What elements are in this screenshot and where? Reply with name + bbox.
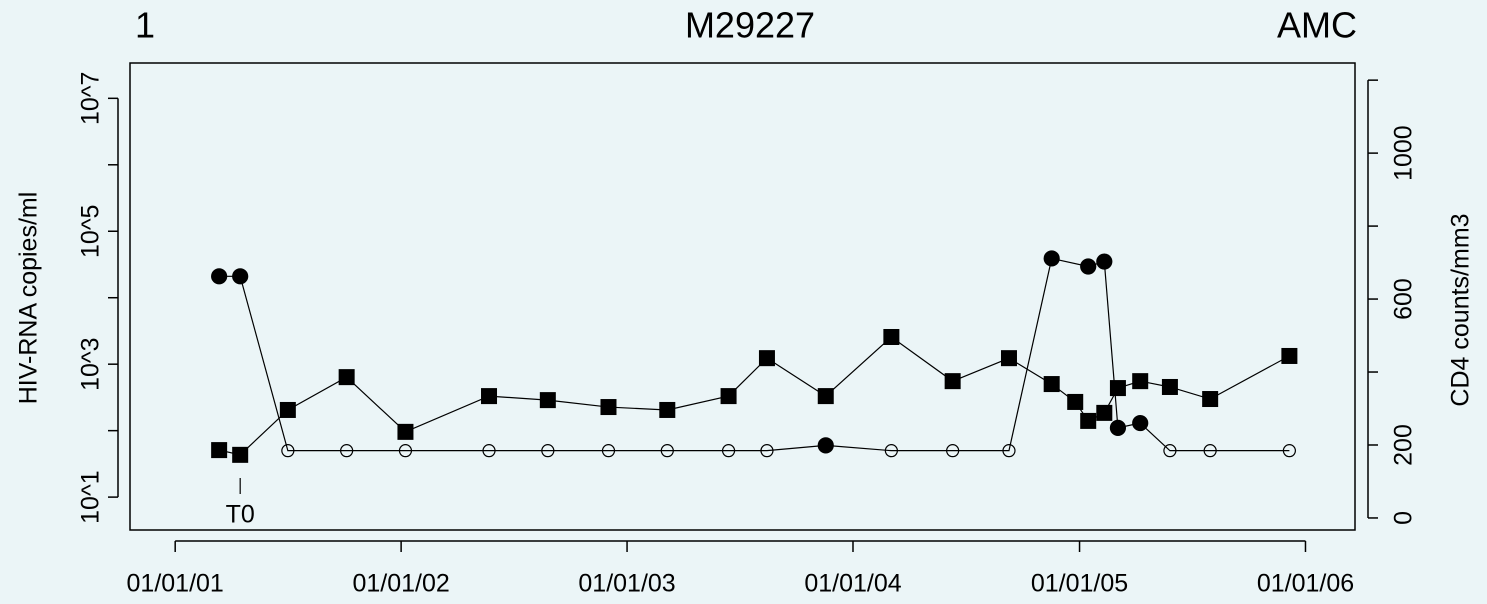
circle-marker	[1080, 258, 1097, 275]
circle-marker	[601, 444, 616, 458]
series-line	[219, 257, 1290, 452]
title-right: AMC	[1277, 5, 1357, 46]
circle-marker	[1203, 444, 1217, 458]
square-marker	[1067, 393, 1084, 410]
x-tick-label: 01/01/01	[127, 570, 224, 598]
square-marker	[758, 350, 775, 367]
square-marker	[539, 392, 556, 409]
series-line	[219, 336, 1290, 456]
circle-marker	[1002, 444, 1016, 458]
square-marker	[1109, 380, 1126, 397]
square-marker	[1132, 373, 1149, 390]
square-marker	[279, 401, 296, 418]
circle-marker	[1096, 253, 1113, 270]
square-marker	[338, 369, 355, 386]
y-tick-label: 10^1	[77, 470, 105, 523]
circle-marker	[884, 444, 898, 458]
square-marker	[1000, 350, 1017, 367]
square-marker	[1096, 404, 1113, 421]
square-marker	[211, 442, 228, 459]
x-tick-label: 01/01/02	[352, 570, 449, 598]
y2-axis-label: CD4 counts/mm3	[1447, 213, 1475, 406]
plot-box	[129, 62, 1356, 531]
circle-marker	[1163, 444, 1177, 458]
circle-marker	[721, 444, 736, 458]
circle-marker	[211, 268, 228, 285]
annotation: T0	[226, 501, 255, 529]
y-tick-label: 10^7	[77, 72, 105, 125]
square-marker	[1080, 412, 1097, 429]
square-marker	[1202, 391, 1219, 408]
y-tick-label: 10^3	[77, 337, 105, 390]
chart-title: M29227	[685, 5, 815, 46]
square-marker	[1161, 378, 1178, 395]
circle-marker	[817, 437, 834, 454]
square-marker	[600, 399, 617, 416]
square-marker	[1043, 376, 1060, 393]
y-axis-label: HIV-RNA copies/ml	[15, 192, 43, 405]
circle-marker	[946, 444, 960, 458]
circle-marker	[1109, 419, 1127, 436]
circle-marker	[482, 444, 496, 458]
x-tick-label: 01/01/06	[1257, 570, 1354, 598]
circle-marker	[1282, 444, 1296, 458]
square-marker	[944, 373, 961, 390]
square-marker	[720, 388, 737, 405]
circle-marker	[281, 444, 295, 458]
x-tick-label: 01/01/04	[804, 570, 901, 598]
title-left: 1	[135, 5, 155, 46]
circle-marker	[340, 444, 354, 458]
circle-marker	[660, 444, 674, 458]
square-marker	[481, 388, 498, 405]
square-marker	[1281, 347, 1298, 364]
x-tick-label: 01/01/05	[1031, 570, 1128, 598]
square-marker	[397, 423, 414, 440]
y2-tick-label: 0	[1390, 511, 1418, 525]
square-marker	[817, 388, 834, 405]
circle-marker	[1132, 414, 1149, 432]
y2-tick-label: 600	[1390, 278, 1418, 320]
circle-marker	[1043, 250, 1060, 267]
circle-marker	[398, 444, 413, 458]
circle-marker	[760, 444, 774, 458]
square-marker	[232, 446, 249, 463]
circle-marker	[541, 444, 555, 458]
square-marker	[883, 328, 900, 345]
y2-tick-label: 200	[1390, 424, 1418, 466]
y-tick-label: 10^5	[77, 205, 105, 258]
y2-tick-label: 1000	[1390, 125, 1418, 181]
square-marker	[659, 401, 676, 418]
circle-marker	[232, 268, 249, 285]
x-tick-label: 01/01/03	[578, 570, 675, 598]
